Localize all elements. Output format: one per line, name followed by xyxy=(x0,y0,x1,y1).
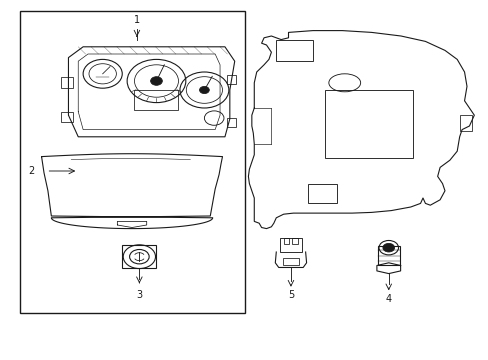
Bar xyxy=(61,112,73,122)
Bar xyxy=(134,90,178,110)
Bar xyxy=(459,115,471,131)
Bar xyxy=(20,11,244,313)
Bar xyxy=(325,90,412,158)
Bar xyxy=(280,238,301,252)
Circle shape xyxy=(150,77,162,85)
Bar xyxy=(276,40,312,61)
Text: 4: 4 xyxy=(385,294,391,304)
Circle shape xyxy=(382,243,394,252)
Bar xyxy=(227,75,236,84)
Bar xyxy=(227,118,236,127)
Bar xyxy=(61,77,73,88)
Bar xyxy=(283,258,298,265)
Bar xyxy=(283,238,289,244)
Bar xyxy=(377,246,399,265)
Circle shape xyxy=(199,86,209,94)
Bar xyxy=(292,238,298,244)
Bar xyxy=(122,245,156,268)
Text: 5: 5 xyxy=(287,290,293,300)
Text: 3: 3 xyxy=(136,290,142,300)
Text: 2: 2 xyxy=(29,166,35,176)
Text: 1: 1 xyxy=(134,15,140,25)
Bar xyxy=(307,184,337,203)
